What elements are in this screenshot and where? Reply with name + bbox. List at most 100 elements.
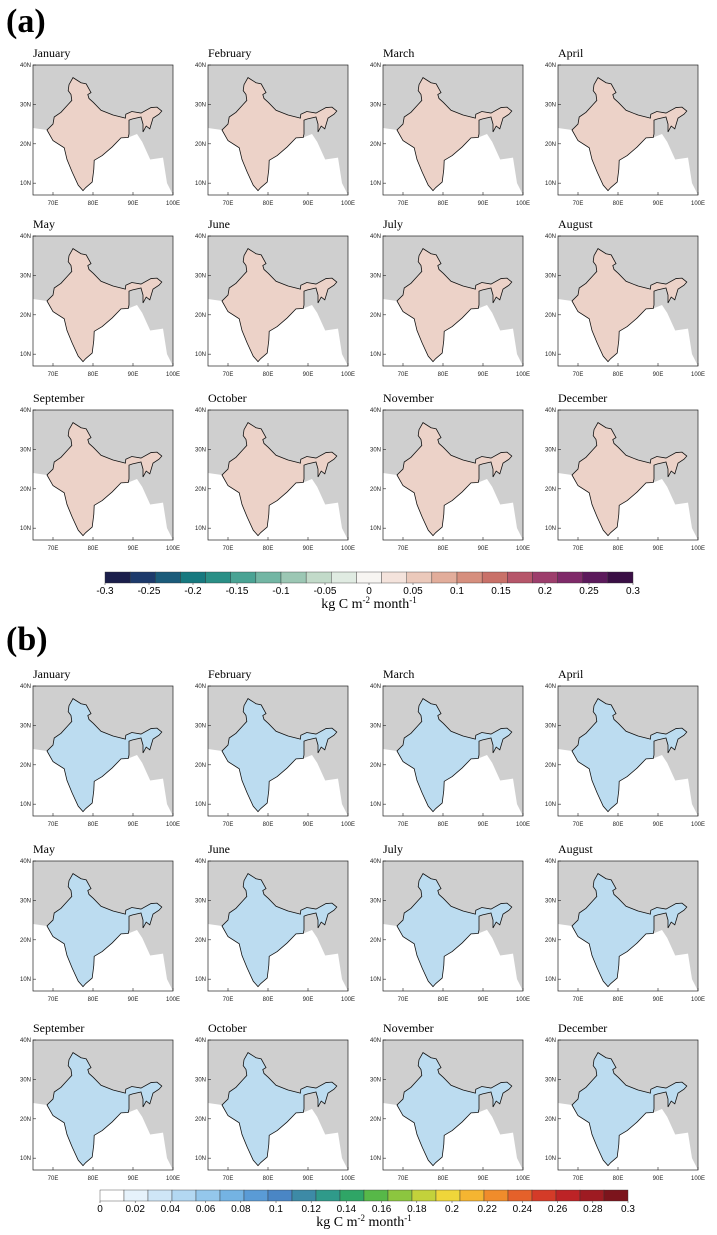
lon-label: 70E <box>223 546 234 552</box>
lat-label: 10N <box>545 526 556 532</box>
map-frame <box>382 235 524 367</box>
lat-label: 30N <box>20 723 31 729</box>
india <box>46 77 163 192</box>
colorbar-cell <box>147 1189 173 1202</box>
colorbar-cell <box>180 571 206 584</box>
lat-label: 30N <box>545 102 556 108</box>
colorbar-tick-label: 0.25 <box>579 586 599 597</box>
lat-label: 40N <box>545 408 556 414</box>
lat-label: 20N <box>195 142 206 148</box>
lat-label: 40N <box>195 234 206 240</box>
colorbar-tick-label: 0.08 <box>231 1204 251 1215</box>
lon-label: 70E <box>398 546 409 552</box>
lat-label: 30N <box>195 1077 206 1083</box>
india <box>221 698 338 813</box>
colorbar-cell <box>315 1189 341 1202</box>
lat-label: 30N <box>195 102 206 108</box>
india <box>571 698 688 813</box>
map-frame <box>32 409 174 541</box>
month-title: May <box>33 842 55 856</box>
lat-label: 30N <box>370 447 381 453</box>
lon-label: 90E <box>128 1176 139 1182</box>
month-title: February <box>208 46 251 60</box>
lat-label: 40N <box>370 234 381 240</box>
month-title: May <box>33 217 55 231</box>
sea <box>558 473 698 540</box>
lat-label: 20N <box>20 938 31 944</box>
map-frame <box>557 235 699 367</box>
month-title: April <box>558 46 584 60</box>
lat-label: 30N <box>545 1077 556 1083</box>
lat-label: 10N <box>195 352 206 358</box>
panel-label: (a) <box>6 3 46 40</box>
lon-label: 90E <box>478 546 489 552</box>
colorbar-cell <box>483 1189 509 1202</box>
lat-label: 40N <box>545 859 556 865</box>
colorbar-tick-label: 0.3 <box>626 586 640 597</box>
lon-label: 100E <box>516 546 530 552</box>
lat-label: 10N <box>20 352 31 358</box>
lon-label: 80E <box>613 372 624 378</box>
colorbar-tick-label: 0.14 <box>337 1204 357 1215</box>
lat-label: 40N <box>20 859 31 865</box>
lon-label: 80E <box>438 372 449 378</box>
india <box>571 873 688 988</box>
colorbar-unit: kg C m-2 month-1 <box>321 595 417 612</box>
lon-label: 90E <box>478 997 489 1003</box>
sea <box>33 924 173 991</box>
unit-exp: -1 <box>409 595 417 605</box>
colorbar-cell <box>331 571 357 584</box>
map-frame <box>207 685 349 817</box>
map-frame <box>557 860 699 992</box>
lat-label: 20N <box>545 142 556 148</box>
india <box>571 77 688 192</box>
colorbar-cell <box>171 1189 197 1202</box>
lat-label: 10N <box>370 1156 381 1162</box>
colorbar-tick-label: 0.16 <box>372 1204 392 1215</box>
lon-label: 90E <box>478 201 489 207</box>
colorbar-tick-label: 0.15 <box>491 586 511 597</box>
lat-label: 30N <box>370 898 381 904</box>
lat-label: 10N <box>195 802 206 808</box>
sea <box>33 473 173 540</box>
colorbar-cell <box>104 571 131 584</box>
month-title: November <box>383 391 434 405</box>
lat-label: 10N <box>195 1156 206 1162</box>
month-title: September <box>33 1021 84 1035</box>
lon-label: 70E <box>223 1176 234 1182</box>
lon-label: 70E <box>573 546 584 552</box>
lat-label: 10N <box>370 352 381 358</box>
lon-label: 100E <box>166 546 180 552</box>
map-frame <box>557 685 699 817</box>
lat-label: 40N <box>195 408 206 414</box>
colorbar-tick-label: 0.05 <box>403 586 423 597</box>
lon-label: 90E <box>478 372 489 378</box>
colorbar-cell <box>219 1189 245 1202</box>
lat-label: 40N <box>370 408 381 414</box>
month-title: December <box>558 1021 607 1035</box>
lat-label: 20N <box>370 142 381 148</box>
lat-label: 40N <box>195 684 206 690</box>
month-title: March <box>383 46 414 60</box>
colorbar-cell <box>356 571 382 584</box>
india <box>221 1052 338 1167</box>
unit-exp: -2 <box>357 1213 365 1223</box>
month-title: November <box>383 1021 434 1035</box>
colorbar-cell <box>155 571 181 584</box>
colorbar-tick-label: 0.26 <box>548 1204 568 1215</box>
lon-label: 80E <box>613 1176 624 1182</box>
lat-label: 20N <box>370 487 381 493</box>
lon-label: 80E <box>263 546 274 552</box>
lon-label: 100E <box>516 372 530 378</box>
lat-label: 40N <box>545 234 556 240</box>
sea <box>383 473 523 540</box>
colorbar-tick-label: 0.3 <box>621 1204 635 1215</box>
lon-label: 90E <box>128 546 139 552</box>
lat-label: 30N <box>20 102 31 108</box>
lon-label: 70E <box>573 822 584 828</box>
lon-label: 70E <box>223 822 234 828</box>
